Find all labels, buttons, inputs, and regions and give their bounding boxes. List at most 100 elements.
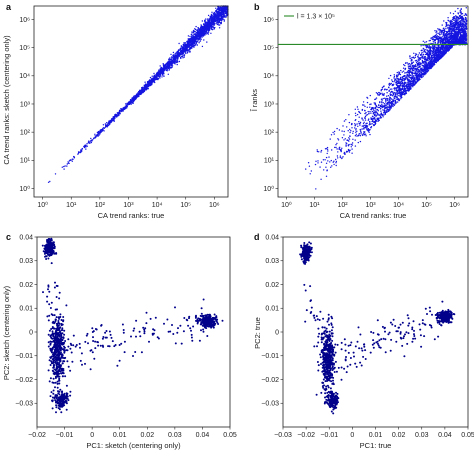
data-point [333,163,335,166]
data-point [90,140,93,142]
data-point [464,17,467,19]
data-point [162,69,164,72]
data-point [327,160,329,162]
data-point [207,31,210,33]
data-point [194,43,196,46]
data-point [153,78,155,81]
data-point [463,27,465,29]
data-point [216,16,219,19]
data-point [362,128,365,130]
data-point [398,99,400,102]
data-point [114,116,116,119]
data-point [382,102,384,104]
data-point [185,46,187,48]
data-point [355,114,357,117]
data-point [409,77,412,79]
data-point [341,147,343,149]
data-point [217,8,219,10]
data-point [194,30,196,33]
data-point [363,126,365,129]
data-point [430,54,432,56]
data-point [343,130,345,133]
data-point [110,119,112,122]
x-tick-label: 10⁰ [37,201,48,209]
data-point [326,152,328,155]
data-point [348,143,350,146]
data-point [166,65,168,67]
data-point [310,170,312,172]
data-point [131,97,133,99]
data-point [349,131,351,134]
data-point [213,13,215,15]
data-point [190,47,192,50]
data-point [360,133,362,135]
data-point [403,63,405,66]
data-point [320,161,323,163]
data-point [96,131,99,134]
data-point [182,57,184,59]
data-point [223,20,225,22]
data-point [447,27,449,30]
data-point [211,19,214,22]
data-point [176,52,178,55]
data-point [207,33,209,35]
data-point [222,7,224,9]
data-point [318,151,320,153]
data-point [425,41,428,43]
data-point [402,67,405,69]
data-point [460,13,462,15]
data-point [397,85,399,87]
data-point [196,44,198,46]
data-point [381,92,383,95]
data-point [87,140,90,142]
y-tick-label: 10⁵ [19,45,30,52]
data-point [86,145,89,147]
data-point [376,112,379,115]
data-point [216,19,218,22]
data-point [391,88,393,90]
data-point [213,24,215,26]
data-point [217,11,219,13]
data-point [434,48,436,51]
data-point [418,52,421,54]
points-a [47,5,229,183]
data-point [225,15,227,17]
data-point [371,123,373,125]
data-point [460,26,462,28]
data-point [335,146,337,149]
data-point [126,102,128,105]
data-point [442,36,444,38]
data-point [337,157,339,159]
data-point [343,120,346,122]
data-point [217,13,220,15]
data-point [448,25,450,27]
data-point [133,100,135,102]
data-point [204,26,206,29]
data-point [369,133,371,136]
data-point [156,72,158,75]
data-point [379,101,381,104]
data-point [192,45,194,48]
data-point [384,103,386,105]
data-point [158,69,160,71]
data-point [211,11,213,13]
data-point [354,145,357,147]
data-point [94,133,96,135]
data-point [388,98,390,100]
data-point [308,165,311,167]
data-point [180,52,182,54]
data-point [320,151,322,153]
data-point [86,143,88,145]
data-point [370,127,372,129]
data-point [203,39,205,41]
data-point [188,50,190,52]
data-point [226,13,228,15]
data-point [346,126,348,128]
data-point [384,113,387,116]
data-point [183,47,185,49]
data-point [336,155,339,157]
data-point [354,108,356,111]
data-point [160,69,163,71]
data-point [200,26,202,29]
data-point [393,75,396,78]
